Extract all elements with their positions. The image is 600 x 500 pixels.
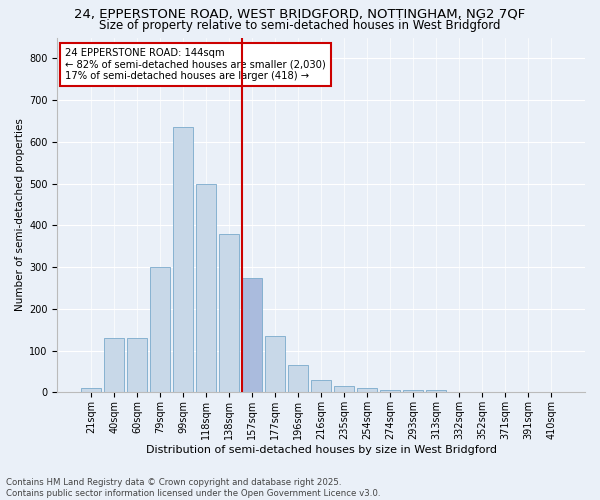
Bar xyxy=(173,128,193,392)
Bar xyxy=(242,278,262,392)
Bar xyxy=(311,380,331,392)
Bar xyxy=(151,267,170,392)
Bar xyxy=(104,338,124,392)
Bar xyxy=(334,386,354,392)
Bar xyxy=(289,366,308,392)
Bar xyxy=(220,234,239,392)
Text: Contains HM Land Registry data © Crown copyright and database right 2025.
Contai: Contains HM Land Registry data © Crown c… xyxy=(6,478,380,498)
Text: 24 EPPERSTONE ROAD: 144sqm
← 82% of semi-detached houses are smaller (2,030)
17%: 24 EPPERSTONE ROAD: 144sqm ← 82% of semi… xyxy=(65,48,326,82)
Y-axis label: Number of semi-detached properties: Number of semi-detached properties xyxy=(15,118,25,312)
Bar xyxy=(127,338,147,392)
Bar xyxy=(427,390,446,392)
Bar xyxy=(265,336,285,392)
Bar xyxy=(196,184,216,392)
Bar xyxy=(403,390,423,392)
X-axis label: Distribution of semi-detached houses by size in West Bridgford: Distribution of semi-detached houses by … xyxy=(146,445,497,455)
Text: 24, EPPERSTONE ROAD, WEST BRIDGFORD, NOTTINGHAM, NG2 7QF: 24, EPPERSTONE ROAD, WEST BRIDGFORD, NOT… xyxy=(74,8,526,20)
Bar xyxy=(82,388,101,392)
Text: Size of property relative to semi-detached houses in West Bridgford: Size of property relative to semi-detach… xyxy=(99,19,501,32)
Bar xyxy=(358,388,377,392)
Bar xyxy=(380,390,400,392)
